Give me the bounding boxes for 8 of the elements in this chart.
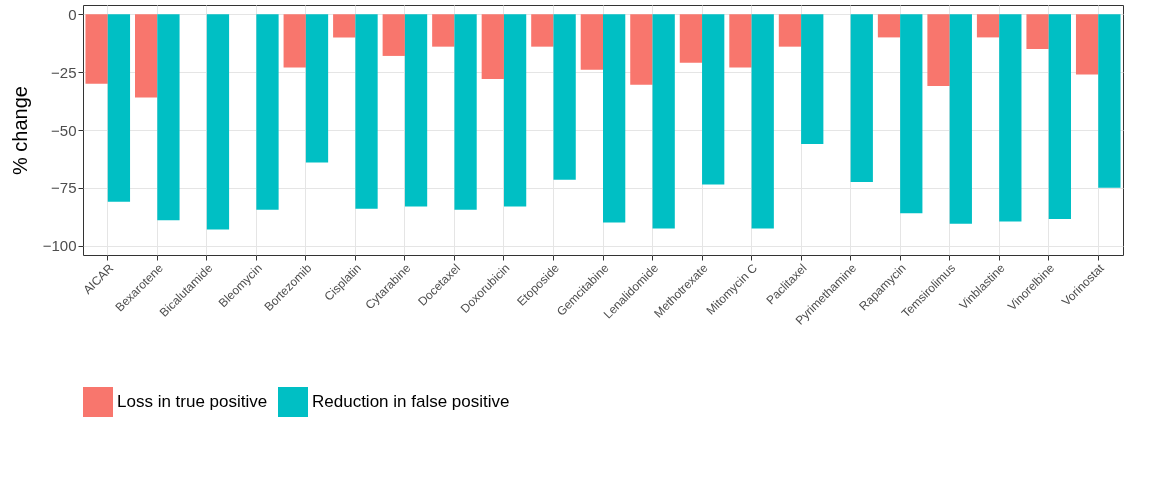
y-axis-title: % change [8,86,31,175]
y-tick-label: 0 [68,5,77,23]
legend-label: Reduction in false positive [312,392,510,411]
y-tick-label: −100 [42,237,77,255]
legend-label: Loss in true positive [117,392,268,411]
y-tick-label: −75 [51,179,77,197]
y-tick-label: −25 [51,63,77,81]
y-tick-label: −50 [51,121,77,139]
